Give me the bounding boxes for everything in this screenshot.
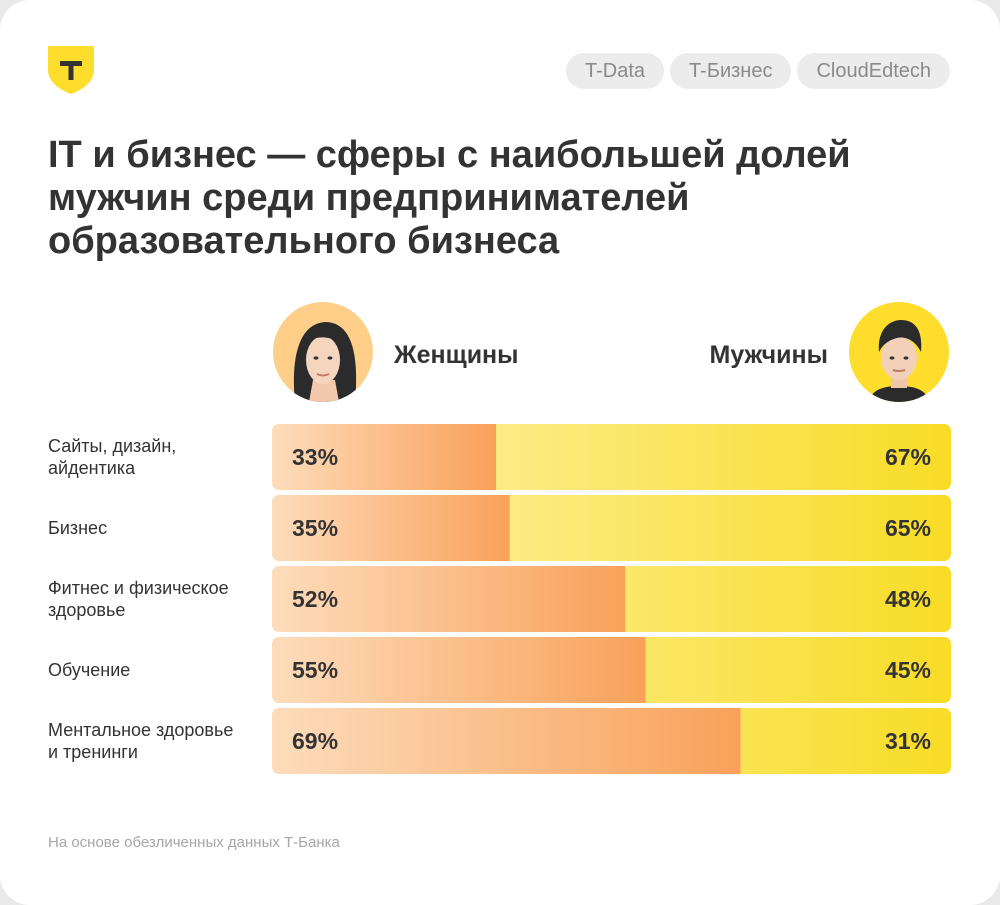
value-label-men-0: 67% [885, 444, 931, 470]
bar-row-3 [272, 637, 951, 703]
bar-row-2 [272, 566, 951, 632]
bar-row-4 [272, 708, 951, 774]
bar-row-1 [272, 495, 951, 561]
bar-row-0 [272, 424, 951, 490]
category-label-4: Ментальное здоровье и тренинги [48, 720, 233, 762]
chart-title: IT и бизнес — сферы с наибольшей долей м… [48, 134, 851, 262]
legend-men-label: Мужчины [709, 341, 828, 369]
bar-women-3 [272, 637, 646, 703]
category-label-3: Обучение [48, 660, 130, 680]
source-tags: T-Data T-Бизнес CloudEdtech [566, 53, 950, 89]
footnote: На основе обезличенных данных Т-Банка [48, 834, 340, 851]
category-label-0: Сайты, дизайн, айдентика [48, 436, 176, 478]
legend-women-label: Женщины [394, 341, 519, 369]
tag-t-data: T-Data [566, 53, 665, 89]
value-label-women-3: 55% [292, 657, 338, 683]
value-label-women-2: 52% [292, 586, 338, 612]
tag-cloudedtech: CloudEdtech [797, 53, 950, 89]
category-label-1: Бизнес [48, 518, 107, 538]
value-label-women-4: 69% [292, 728, 338, 754]
value-label-women-0: 33% [292, 444, 338, 470]
bar-women-0 [272, 424, 497, 490]
value-label-men-2: 48% [885, 586, 931, 612]
man-avatar-icon [849, 302, 949, 402]
t-bank-logo-icon [48, 46, 94, 94]
value-label-men-1: 65% [885, 515, 931, 541]
woman-avatar-icon [273, 302, 373, 402]
value-label-men-3: 45% [885, 657, 931, 683]
value-label-men-4: 31% [885, 728, 931, 754]
bar-women-4 [272, 708, 741, 774]
value-label-women-1: 35% [292, 515, 338, 541]
bar-women-2 [272, 566, 626, 632]
bar-women-1 [272, 495, 510, 561]
tag-t-business: T-Бизнес [670, 53, 792, 89]
category-label-2: Фитнес и физическое здоровье [48, 578, 229, 620]
